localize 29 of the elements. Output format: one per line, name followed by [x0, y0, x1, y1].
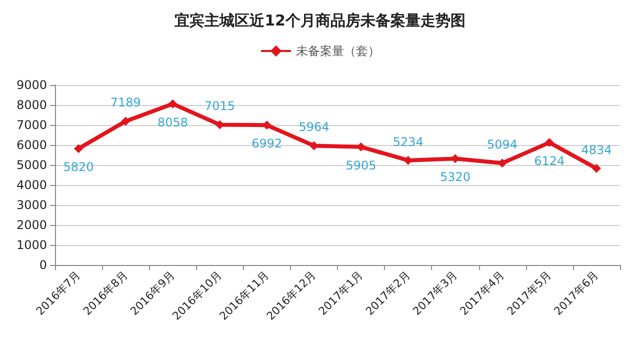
data-label: 7189 [110, 96, 141, 110]
point [544, 138, 554, 148]
y-tick-label: 8000 [16, 98, 47, 112]
y-tick-label: 6000 [16, 138, 47, 152]
data-label: 5094 [487, 138, 518, 152]
legend-label: 未备案量（套） [296, 44, 380, 58]
y-tick-label: 1000 [16, 238, 47, 252]
data-label: 5905 [346, 158, 376, 172]
data-label: 5234 [392, 134, 424, 149]
data-label: 7015 [204, 99, 236, 114]
y-tick-label: 0 [39, 258, 47, 272]
y-tick-label: 7000 [16, 118, 47, 132]
point [121, 116, 130, 126]
y-tick-label: 4000 [16, 178, 47, 192]
data-label: 6992 [252, 136, 282, 151]
data-label: 4834 [581, 142, 612, 157]
chart-title: 宜宾主城区近12个月商品房未备案量走势图 [174, 12, 466, 30]
data-label: 5964 [298, 120, 330, 134]
point [74, 144, 84, 154]
y-tick-label: 9000 [16, 78, 47, 92]
data-label: 8058 [157, 115, 188, 130]
point [592, 164, 601, 173]
data-label: 5820 [63, 160, 94, 174]
point [168, 99, 178, 108]
y-tick-label: 2000 [16, 218, 47, 232]
y-tick-label: 3000 [16, 198, 47, 212]
data-label: 5320 [440, 170, 470, 184]
data-label: 6124 [534, 154, 565, 168]
y-tick-label: 5000 [16, 158, 47, 172]
